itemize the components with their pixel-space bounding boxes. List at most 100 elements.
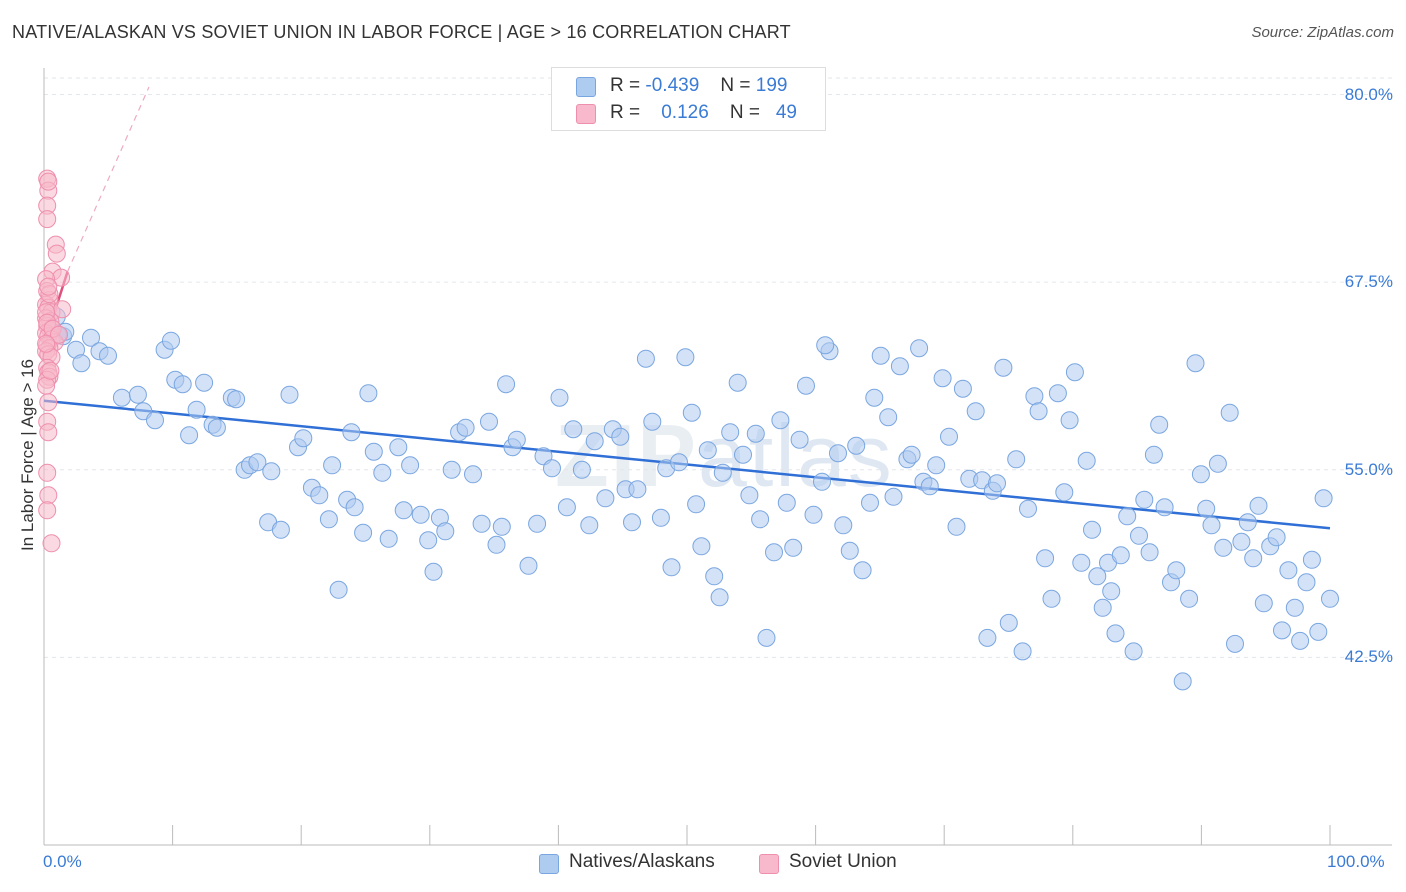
soviet-point-3 bbox=[38, 210, 57, 229]
natives-point-178 bbox=[1214, 538, 1233, 557]
natives-point-173 bbox=[1186, 354, 1205, 373]
natives-point-161 bbox=[1118, 507, 1137, 526]
soviet-point-34 bbox=[39, 393, 58, 412]
natives-point-45 bbox=[379, 529, 398, 548]
natives-point-18 bbox=[187, 400, 206, 419]
y-tick-label-3: 80.0% bbox=[1344, 84, 1393, 104]
natives-point-172 bbox=[1180, 589, 1199, 608]
soviet-point-39 bbox=[38, 501, 57, 520]
natives-point-102 bbox=[765, 543, 783, 562]
natives-point-159 bbox=[1106, 624, 1125, 643]
y-tick-label-1: 55.0% bbox=[1344, 459, 1393, 479]
data-points bbox=[37, 169, 1339, 691]
natives-point-174 bbox=[1191, 465, 1210, 484]
natives-point-92 bbox=[705, 567, 724, 586]
n-label: N = bbox=[720, 75, 751, 96]
natives-point-116 bbox=[853, 561, 872, 580]
natives-point-166 bbox=[1144, 445, 1163, 464]
natives-point-37 bbox=[323, 456, 342, 475]
natives-point-164 bbox=[1135, 490, 1154, 509]
soviet-trend-extension bbox=[66, 86, 150, 272]
natives-point-140 bbox=[999, 613, 1018, 632]
natives-point-181 bbox=[1232, 532, 1251, 551]
natives-point-100 bbox=[751, 510, 770, 529]
soviet-point-48 bbox=[39, 277, 58, 296]
natives-point-163 bbox=[1130, 526, 1148, 545]
natives-point-177 bbox=[1208, 454, 1227, 473]
stats-legend: R = -0.439 N = 199 R = 0.126 N = 49 bbox=[551, 67, 826, 131]
natives-point-115 bbox=[847, 436, 866, 455]
natives-point-12 bbox=[146, 411, 164, 430]
legend-label-natives: Natives/Alaskans bbox=[569, 851, 715, 872]
natives-point-8 bbox=[99, 346, 117, 365]
natives-point-132 bbox=[953, 379, 972, 398]
natives-point-30 bbox=[280, 385, 299, 404]
natives-point-171 bbox=[1173, 672, 1192, 691]
natives-point-57 bbox=[464, 465, 482, 484]
natives-point-35 bbox=[319, 510, 338, 529]
natives-point-104 bbox=[777, 493, 796, 512]
natives-point-59 bbox=[480, 412, 498, 431]
natives-point-93 bbox=[710, 588, 729, 607]
natives-point-56 bbox=[456, 418, 475, 437]
natives-point-9 bbox=[112, 388, 131, 407]
natives-point-150 bbox=[1060, 411, 1079, 430]
natives-point-141 bbox=[1007, 450, 1026, 469]
natives-point-107 bbox=[797, 376, 815, 395]
natives-point-91 bbox=[698, 441, 717, 460]
natives-point-113 bbox=[834, 516, 853, 535]
natives-point-134 bbox=[966, 402, 985, 421]
natives-point-190 bbox=[1285, 598, 1304, 617]
soviet-point-36 bbox=[39, 423, 58, 442]
natives-point-194 bbox=[1309, 622, 1328, 641]
natives-point-66 bbox=[528, 514, 547, 533]
natives-point-80 bbox=[628, 480, 647, 499]
natives-point-196 bbox=[1321, 589, 1339, 608]
natives-point-195 bbox=[1314, 489, 1333, 508]
natives-point-112 bbox=[829, 444, 847, 463]
natives-point-185 bbox=[1254, 594, 1273, 613]
natives-point-121 bbox=[884, 487, 903, 506]
natives-swatch bbox=[576, 77, 596, 97]
natives-point-95 bbox=[721, 423, 740, 442]
natives-point-103 bbox=[771, 411, 790, 430]
natives-point-83 bbox=[651, 508, 670, 527]
natives-point-73 bbox=[580, 516, 599, 535]
natives-point-149 bbox=[1055, 483, 1074, 502]
natives-point-144 bbox=[1025, 387, 1044, 406]
natives-point-29 bbox=[271, 520, 290, 539]
natives-point-124 bbox=[902, 445, 921, 464]
natives-point-64 bbox=[507, 430, 526, 449]
natives-point-43 bbox=[364, 442, 383, 461]
soviet-point-47 bbox=[41, 361, 60, 380]
natives-point-60 bbox=[487, 535, 506, 554]
natives-point-10 bbox=[128, 385, 147, 404]
natives-point-125 bbox=[910, 339, 929, 358]
natives-point-82 bbox=[643, 412, 662, 431]
natives-point-129 bbox=[933, 369, 952, 388]
natives-point-69 bbox=[550, 388, 569, 407]
natives-point-168 bbox=[1155, 498, 1174, 517]
natives-point-106 bbox=[790, 430, 809, 449]
natives-point-156 bbox=[1093, 598, 1112, 617]
natives-point-109 bbox=[813, 472, 831, 491]
natives-point-72 bbox=[572, 460, 591, 479]
stats-text-soviet: R = 0.126 N = 49 bbox=[610, 102, 797, 124]
natives-point-49 bbox=[411, 505, 430, 524]
natives-point-187 bbox=[1267, 528, 1286, 547]
n-value: 199 bbox=[755, 75, 788, 96]
soviet-point-33 bbox=[37, 376, 56, 395]
natives-point-77 bbox=[611, 427, 630, 446]
natives-point-189 bbox=[1279, 561, 1298, 580]
natives-point-175 bbox=[1197, 499, 1216, 518]
r-label: R = bbox=[610, 102, 641, 123]
natives-point-145 bbox=[1029, 402, 1048, 421]
natives-point-62 bbox=[497, 375, 516, 394]
natives-point-182 bbox=[1238, 513, 1257, 532]
soviet-point-37 bbox=[38, 463, 57, 482]
natives-point-14 bbox=[162, 331, 180, 350]
natives-point-48 bbox=[401, 456, 420, 475]
soviet-point-40 bbox=[42, 534, 61, 553]
natives-point-128 bbox=[927, 456, 946, 475]
